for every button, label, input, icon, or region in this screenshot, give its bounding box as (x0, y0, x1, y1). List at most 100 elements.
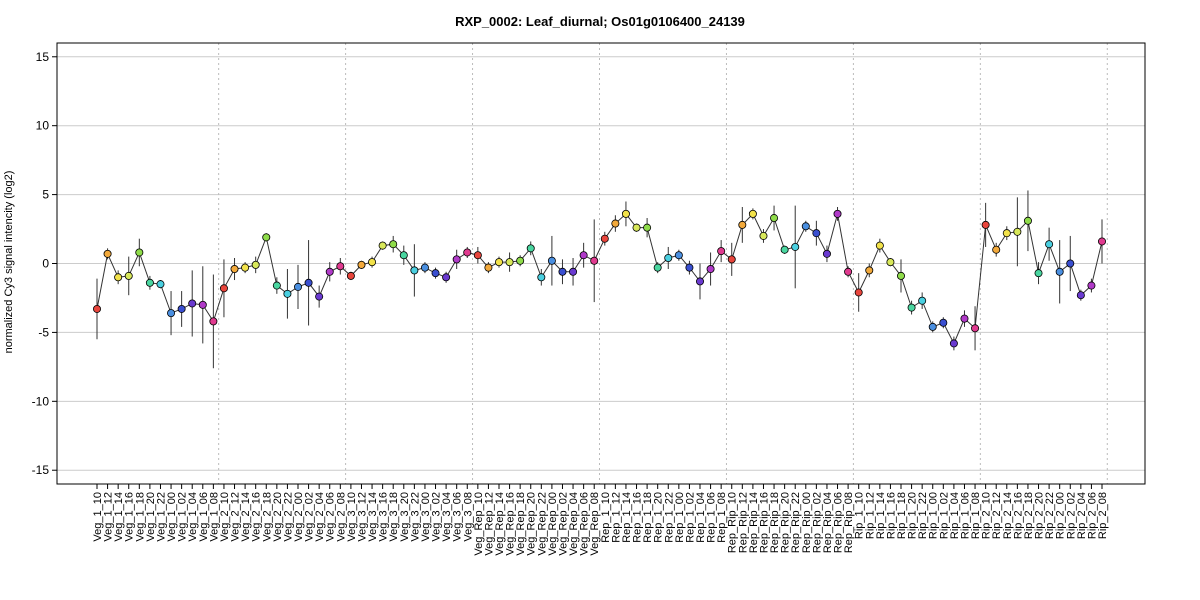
x-tick-label: Veg_2_14 (240, 492, 252, 542)
data-point (992, 245, 1001, 254)
data-point (283, 289, 292, 298)
data-point (949, 339, 958, 348)
data-point (103, 249, 112, 258)
x-tick-label: Rep_Rip_06 (833, 492, 845, 553)
x-tick-label: Rep_Rip_12 (737, 492, 749, 553)
x-tick-label: Rep_1_06 (706, 492, 718, 543)
data-point (854, 288, 863, 297)
x-tick-label: Rep_1_02 (684, 492, 696, 543)
data-points (93, 209, 1107, 348)
data-point (653, 263, 662, 272)
y-axis-label: normalized Cy3 signal intencity (log2) (3, 171, 15, 354)
data-point (389, 240, 398, 249)
y-tick-label: -10 (32, 394, 50, 408)
data-point (770, 214, 779, 223)
x-tick-label: Rip_2_12 (991, 492, 1003, 539)
x-tick-label: Veg_1_20 (145, 492, 157, 542)
data-point (399, 251, 408, 260)
x-tick-label: Rep_Rip_08 (843, 492, 855, 553)
x-tick-label: Veg_1_18 (134, 492, 146, 542)
data-point (1087, 281, 1096, 290)
x-tick-label: Veg_Rep_18 (515, 492, 527, 556)
data-point (1002, 229, 1011, 238)
x-tick-label: Veg_1_16 (124, 492, 136, 542)
data-point (505, 258, 514, 267)
x-tick-label: Veg_1_04 (187, 492, 199, 542)
data-point (230, 265, 239, 274)
x-tick-label: Rip_2_18 (1023, 492, 1035, 539)
data-point (759, 231, 768, 240)
data-point (1098, 237, 1107, 246)
data-point (791, 242, 800, 251)
x-tick-label: Rep_Rip_10 (727, 492, 739, 553)
x-tick-label: Veg_2_12 (230, 492, 242, 542)
x-tick-label: Veg_Rep_10 (473, 492, 485, 556)
x-tick-label: Veg_Rep_08 (589, 492, 601, 556)
x-tick-label: Rip_2_08 (1097, 492, 1109, 539)
x-tick-label: Veg_1_14 (113, 492, 125, 542)
data-point (526, 244, 535, 253)
data-point (516, 256, 525, 265)
data-point (1034, 269, 1043, 278)
x-tick-label: Rip_2_10 (981, 492, 993, 539)
data-point (897, 271, 906, 280)
x-tick-label: Veg_Rep_04 (568, 492, 580, 556)
data-point (569, 267, 578, 276)
data-point (696, 277, 705, 286)
x-tick-label: Veg_3_00 (420, 492, 432, 542)
data-point (918, 296, 927, 305)
x-tick-label: Veg_3_16 (378, 492, 390, 542)
data-point (145, 278, 154, 287)
x-axis: Veg_1_10Veg_1_12Veg_1_14Veg_1_16Veg_1_18… (92, 484, 1109, 556)
y-tick-label: 15 (36, 50, 50, 64)
x-tick-label: Rip_1_02 (938, 492, 950, 539)
data-point (431, 269, 440, 278)
x-tick-label: Veg_3_04 (441, 492, 453, 542)
y-tick-label: 0 (42, 257, 49, 271)
data-point (981, 220, 990, 229)
data-point (251, 260, 260, 269)
y-tick-label: -15 (32, 463, 50, 477)
x-tick-label: Rep_Rip_20 (780, 492, 792, 553)
x-tick-label: Rep_Rip_14 (748, 492, 760, 553)
data-point (865, 266, 874, 275)
x-tick-label: Veg_3_02 (431, 492, 443, 542)
data-point (844, 267, 853, 276)
data-point (727, 255, 736, 264)
data-point (346, 271, 355, 280)
data-point (664, 253, 673, 262)
x-tick-label: Veg_3_06 (452, 492, 464, 542)
x-tick-label: Veg_2_18 (261, 492, 273, 542)
x-tick-label: Veg_Rep_00 (547, 492, 559, 556)
data-point (209, 317, 218, 326)
data-point (293, 282, 302, 291)
x-tick-label: Rip_2_20 (1034, 492, 1046, 539)
x-tick-label: Veg_3_08 (462, 492, 474, 542)
x-tick-label: Veg_2_10 (219, 492, 231, 542)
data-point (219, 284, 228, 293)
x-tick-label: Veg_3_10 (346, 492, 358, 542)
data-point (378, 241, 387, 250)
data-point (960, 314, 969, 323)
x-tick-label: Veg_1_08 (208, 492, 220, 542)
x-tick-label: Veg_Rep_22 (536, 492, 548, 556)
data-point (632, 223, 641, 232)
data-point (325, 267, 334, 276)
x-tick-label: Rep_1_04 (695, 492, 707, 543)
data-point (124, 271, 133, 280)
x-tick-label: Rep_1_16 (632, 492, 644, 543)
x-tick-label: Veg_Rep_12 (483, 492, 495, 556)
data-point (188, 299, 197, 308)
x-tick-label: Veg_2_16 (251, 492, 263, 542)
data-point (198, 300, 207, 309)
x-tick-label: Rep_Rip_02 (811, 492, 823, 553)
x-tick-label: Rip_1_20 (907, 492, 919, 539)
data-point (304, 278, 313, 287)
data-point (272, 281, 281, 290)
x-tick-label: Veg_1_10 (92, 492, 104, 542)
data-point (315, 292, 324, 301)
x-tick-label: Rep_Rip_00 (801, 492, 813, 553)
group-separators (218, 43, 1108, 484)
y-tick-label: 5 (42, 188, 49, 202)
